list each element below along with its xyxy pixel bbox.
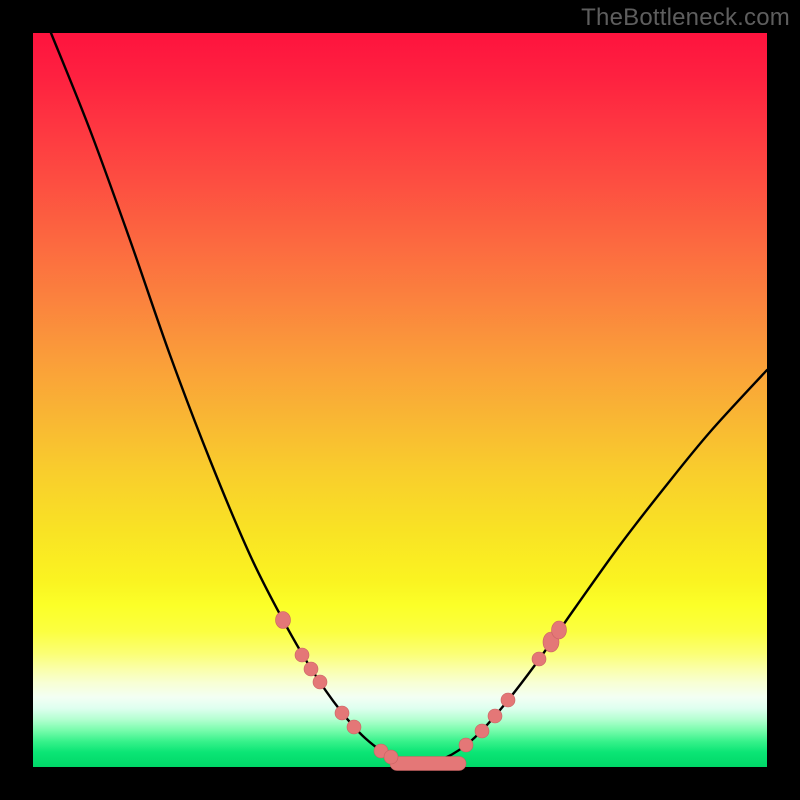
watermark-text: TheBottleneck.com — [581, 4, 790, 32]
data-marker — [488, 709, 502, 723]
data-marker — [295, 648, 309, 662]
data-marker — [313, 675, 327, 689]
data-marker — [347, 720, 361, 734]
bottleneck-chart — [0, 0, 800, 800]
data-marker — [384, 750, 398, 764]
data-marker — [304, 662, 318, 676]
data-marker — [475, 724, 489, 738]
data-marker — [335, 706, 349, 720]
valley-segment — [390, 757, 466, 771]
data-marker — [552, 621, 567, 639]
data-marker — [276, 612, 291, 629]
plot-area — [33, 33, 767, 767]
data-marker — [532, 652, 546, 666]
data-marker — [501, 693, 515, 707]
data-marker — [459, 738, 473, 752]
